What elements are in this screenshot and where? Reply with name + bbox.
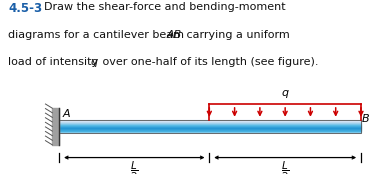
Bar bbox=[59, 125, 361, 126]
Text: $\dfrac{L}{2}$: $\dfrac{L}{2}$ bbox=[281, 159, 290, 174]
Text: q: q bbox=[91, 57, 98, 67]
Bar bbox=[59, 131, 361, 132]
Bar bbox=[59, 123, 361, 124]
Bar bbox=[59, 121, 361, 122]
Bar bbox=[59, 120, 361, 133]
Bar bbox=[59, 122, 361, 123]
Text: diagrams for a cantilever beam: diagrams for a cantilever beam bbox=[8, 30, 188, 40]
Bar bbox=[59, 120, 361, 121]
Text: 4.5-3: 4.5-3 bbox=[8, 2, 42, 15]
Text: load of intensity: load of intensity bbox=[8, 57, 102, 67]
Text: over one-half of its length (see figure).: over one-half of its length (see figure)… bbox=[99, 57, 318, 67]
Text: AB: AB bbox=[166, 30, 181, 40]
Text: $\dfrac{L}{2}$: $\dfrac{L}{2}$ bbox=[130, 159, 139, 174]
Text: $q$: $q$ bbox=[282, 88, 290, 100]
Bar bbox=[59, 132, 361, 133]
Text: $B$: $B$ bbox=[361, 112, 370, 124]
Bar bbox=[52, 108, 59, 145]
Bar bbox=[59, 127, 361, 128]
Bar bbox=[59, 130, 361, 131]
Text: $A$: $A$ bbox=[62, 107, 71, 119]
Bar bbox=[59, 128, 361, 129]
Text: Draw the shear-force and bending-moment: Draw the shear-force and bending-moment bbox=[44, 2, 286, 12]
Bar bbox=[59, 124, 361, 125]
Bar bbox=[59, 129, 361, 130]
Text: carrying a uniform: carrying a uniform bbox=[183, 30, 289, 40]
Bar bbox=[59, 126, 361, 127]
